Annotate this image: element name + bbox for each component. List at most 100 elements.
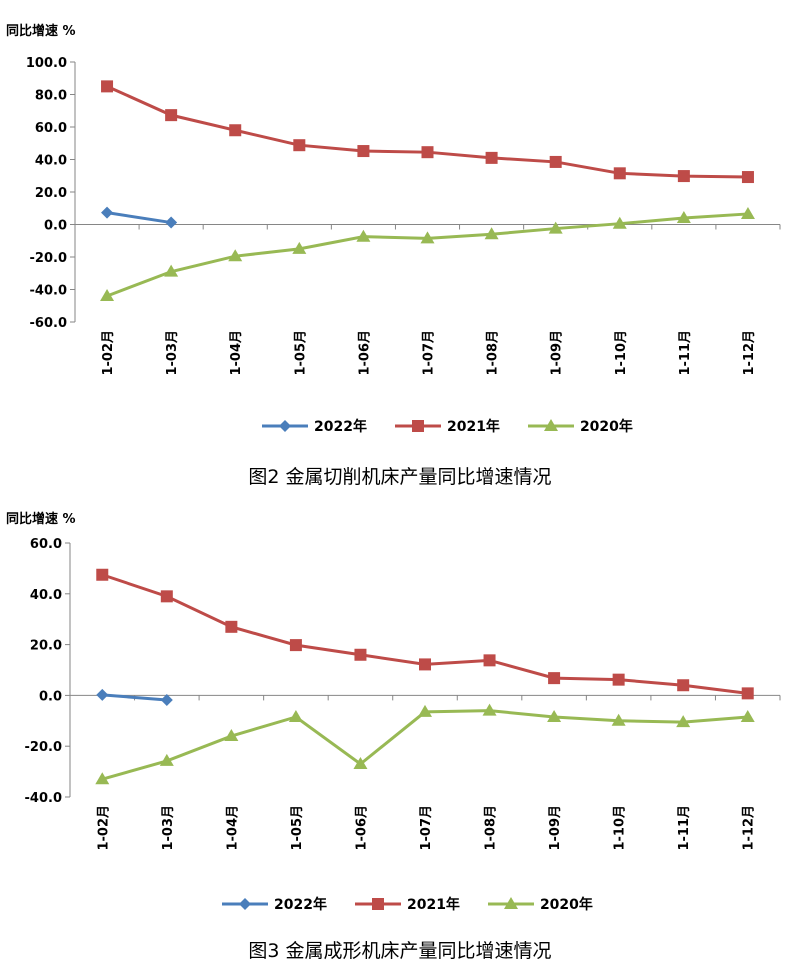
y-tick-label: 0.0 <box>44 219 67 234</box>
series-2022年 <box>101 206 178 229</box>
y-tick-label: 40.0 <box>35 154 67 169</box>
legend-item-2020: 2020年 <box>527 416 633 436</box>
data-point <box>100 289 115 301</box>
data-point <box>96 568 109 581</box>
legend-item-2021: 2021年 <box>354 894 460 914</box>
x-tick-label: 1-03月 <box>165 330 180 376</box>
series-2021年 <box>101 80 754 184</box>
y-axis-label: 同比增速 % <box>6 512 76 527</box>
legend-marker <box>543 419 558 431</box>
y-axis-label: 同比增速 % <box>6 24 76 39</box>
series-2022年 <box>96 688 173 706</box>
data-point <box>420 231 435 244</box>
legend-label: 2020年 <box>579 419 633 435</box>
legend-label: 2021年 <box>406 897 460 913</box>
data-point <box>160 693 173 706</box>
data-point <box>165 109 178 122</box>
x-tick-label: 1-02月 <box>101 330 116 376</box>
x-tick-label: 1-11月 <box>678 330 693 376</box>
data-point <box>225 620 238 633</box>
x-tick-label: 1-08月 <box>486 330 501 376</box>
data-point <box>165 216 178 229</box>
y-tick-label: 60.0 <box>35 121 67 136</box>
data-point <box>676 715 691 728</box>
data-point <box>612 216 627 229</box>
legend-label: 2021年 <box>446 419 500 435</box>
y-tick-label: 20.0 <box>30 639 62 654</box>
series-line <box>106 211 172 225</box>
data-point <box>95 772 110 785</box>
y-tick-label: -40.0 <box>25 791 62 806</box>
data-point <box>101 206 114 219</box>
data-point <box>548 672 561 685</box>
data-point <box>741 171 754 184</box>
series-line <box>106 85 748 179</box>
data-point <box>164 264 179 277</box>
x-tick-label: 1-03月 <box>161 805 176 851</box>
data-point <box>228 249 243 262</box>
data-point <box>549 155 562 168</box>
x-tick-label: 1-07月 <box>422 330 437 376</box>
y-tick-label: 20.0 <box>35 186 67 201</box>
series-2021年 <box>96 568 754 700</box>
data-point <box>611 713 626 726</box>
data-point <box>357 145 370 158</box>
chart-2: 同比增速 % 60.0 40.0 20.0 0.0 -20.0 -40.0 1-02月 1-0… <box>0 496 800 977</box>
chart-2-plot: 60.0 40.0 20.0 0.0 -20.0 -40.0 1-02月 1-03月 1-04月… <box>25 537 781 851</box>
legend: 2022年 2021年 2020年 <box>262 416 661 436</box>
legend-item-2021: 2021年 <box>394 416 500 436</box>
legend-label: 2022年 <box>274 897 327 913</box>
data-point <box>419 658 431 671</box>
legend-item-2022: 2022年 <box>222 894 327 914</box>
legend-label: 2020年 <box>539 897 593 913</box>
y-tick-label: -20.0 <box>25 740 62 755</box>
data-point <box>482 703 497 716</box>
x-tick-label: 1-02月 <box>96 805 111 851</box>
x-tick-label: 1-12月 <box>742 330 757 376</box>
data-point <box>288 709 303 722</box>
x-tick-label: 1-05月 <box>290 805 305 851</box>
data-point <box>292 241 307 254</box>
data-point <box>159 753 174 766</box>
data-point <box>740 709 755 722</box>
data-point <box>229 124 242 137</box>
data-point <box>612 673 625 686</box>
y-tick-label: 100.0 <box>26 56 67 71</box>
chart-caption: 图3 金属成形机床产量同比增速情况 <box>248 940 552 962</box>
series-2020年 <box>100 206 755 301</box>
y-tick-label: 60.0 <box>30 537 62 552</box>
data-point <box>677 170 690 183</box>
data-point <box>613 167 626 180</box>
data-point <box>676 211 691 223</box>
data-point <box>289 639 302 652</box>
series-2020年 <box>95 703 755 785</box>
x-tick-label: 1-04月 <box>229 330 244 376</box>
legend: 2022年 2021年 2020年 <box>222 894 621 914</box>
series-line <box>101 573 748 695</box>
x-tick-label: 1-09月 <box>550 330 565 376</box>
data-point <box>547 709 562 722</box>
x-tick-label: 1-12月 <box>742 805 757 851</box>
chart-caption: 图2 金属切削机床产量同比增速情况 <box>248 466 552 488</box>
chart-1-plot: 100.0 80.0 60.0 40.0 20.0 0.0 -20.0 -40.0 -60.0 1… <box>26 56 781 376</box>
data-point <box>96 688 109 701</box>
y-tick-label: 0.0 <box>39 689 62 704</box>
x-tick-label: 1-11月 <box>677 805 692 851</box>
legend-item-2022: 2022年 <box>262 416 367 436</box>
legend-item-2020: 2020年 <box>487 894 593 914</box>
chart-1: 同比增速 % 100.0 80.0 60.0 40.0 20.0 0.0 -20.0 -40.… <box>6 24 781 488</box>
data-point <box>741 687 754 700</box>
x-tick-label: 1-07月 <box>419 805 434 851</box>
data-point <box>101 80 114 93</box>
y-tick-label: 80.0 <box>35 89 67 104</box>
y-tick-label: -40.0 <box>30 284 67 299</box>
legend-marker <box>239 898 251 910</box>
data-point <box>418 704 432 717</box>
legend-marker <box>279 420 291 432</box>
data-point <box>483 654 496 667</box>
data-point <box>160 590 173 603</box>
data-point <box>421 146 434 159</box>
legend-label: 2022年 <box>314 419 367 435</box>
data-point <box>356 229 371 242</box>
data-point <box>484 227 499 240</box>
